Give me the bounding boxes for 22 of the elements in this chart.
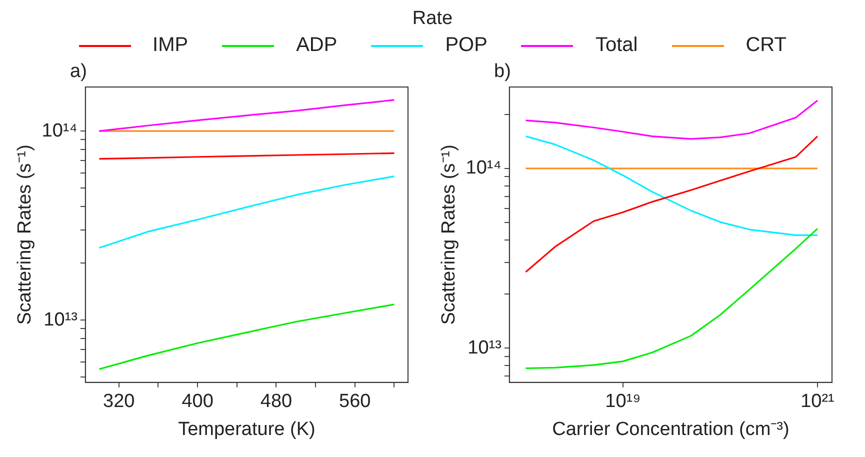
y-tick-label: 10¹³ (44, 309, 78, 330)
x-axis-title: Carrier Concentration (cm⁻³) (552, 418, 790, 440)
legend-label: IMP (152, 34, 188, 57)
legend-label: Total (595, 34, 638, 57)
legend-label: POP (445, 34, 488, 57)
y-tick-label: 10¹⁴ (466, 158, 502, 179)
x-tick-label: 480 (260, 391, 292, 412)
legend-label: CRT (746, 34, 786, 57)
y-tick-label: 10¹³ (468, 337, 502, 358)
x-tick-label: 10¹⁹ (605, 391, 641, 412)
text: a) (70, 61, 87, 83)
x-tick-label: 10²¹ (800, 391, 834, 412)
legend-title: Rate (411, 8, 454, 30)
legend-label: ADP (296, 34, 338, 57)
x-tick-label: 320 (103, 391, 135, 412)
x-axis-title: Temperature (K) (178, 418, 316, 440)
y-tick-label: 10¹⁴ (42, 120, 78, 142)
text: b) (494, 61, 511, 83)
y-axis-title: Scattering Rates (s⁻¹) (438, 144, 460, 325)
y-axis-title: Scattering Rates (s⁻¹) (14, 144, 36, 325)
x-tick-label: 560 (339, 391, 371, 412)
x-tick-label: 400 (182, 391, 214, 412)
